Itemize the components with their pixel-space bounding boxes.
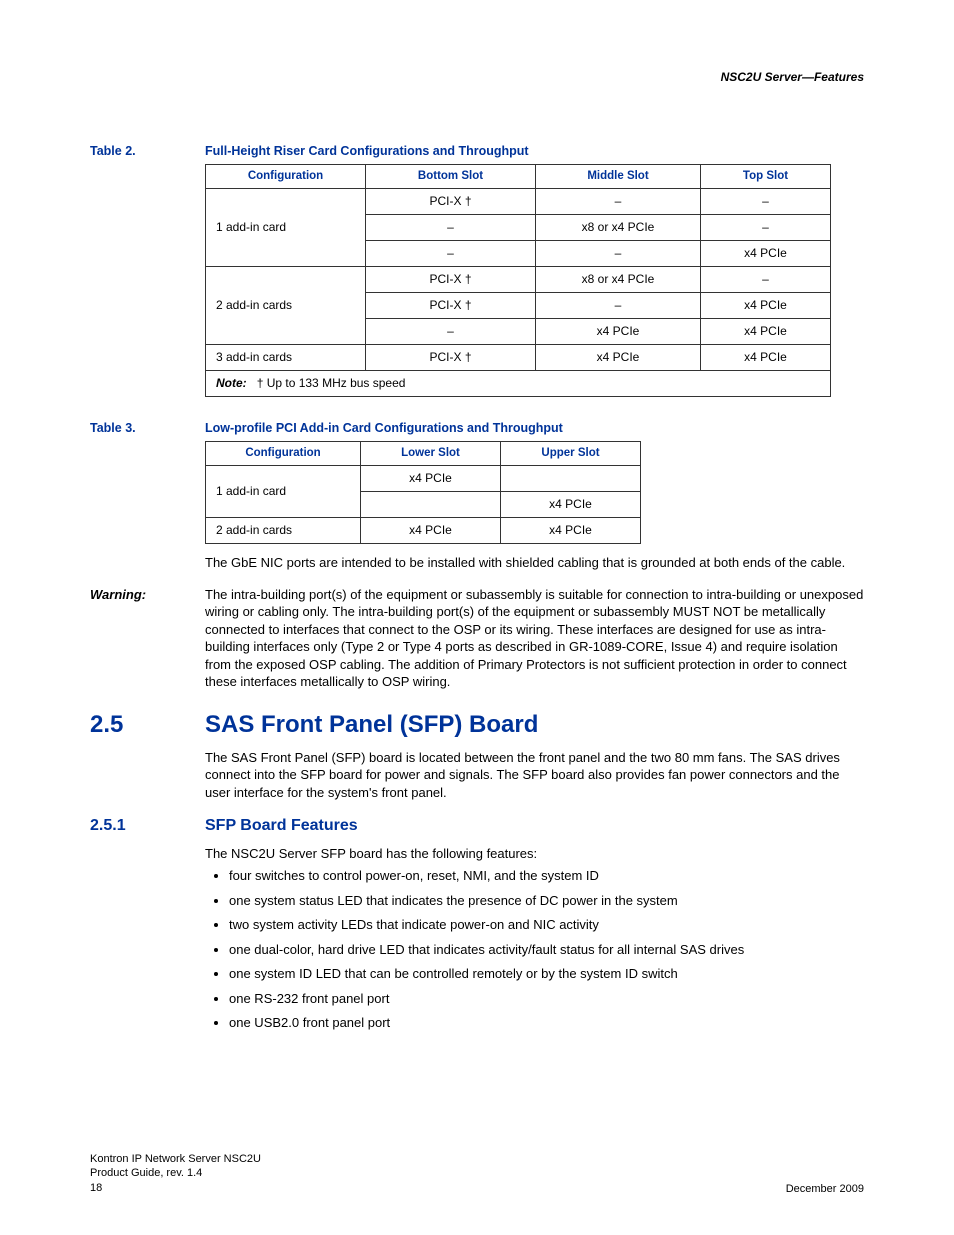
table2-note-label: Note: (216, 376, 247, 390)
table-cell: PCI-X † (366, 345, 536, 371)
footer-product: Kontron IP Network Server NSC2U (90, 1153, 261, 1165)
table-cell: – (366, 319, 536, 345)
list-item: one system status LED that indicates the… (229, 892, 864, 910)
warning-block: Warning: The intra-building port(s) of t… (90, 586, 864, 691)
footer-right: December 2009 (786, 1183, 864, 1195)
table2-header-3: Top Slot (701, 165, 831, 189)
list-item: two system activity LEDs that indicate p… (229, 916, 864, 934)
table-cell: x4 PCIe (701, 319, 831, 345)
page-footer: Kontron IP Network Server NSC2U Product … (90, 1152, 864, 1195)
subsection-heading: 2.5.1 SFP Board Features (90, 817, 864, 835)
table2-caption-label: Table 2. (90, 144, 205, 158)
table-row: 1 add-in card PCI-X † – – (206, 189, 831, 215)
table-cell: – (701, 267, 831, 293)
table-row: 2 add-in cards x4 PCIe x4 PCIe (206, 518, 641, 544)
table3-config-1: 2 add-in cards (206, 518, 361, 544)
table2-config-2: 3 add-in cards (206, 345, 366, 371)
table3-caption-label: Table 3. (90, 421, 205, 435)
subsection-intro: The NSC2U Server SFP board has the follo… (205, 845, 864, 863)
table2-config-0: 1 add-in card (206, 189, 366, 267)
table-cell (501, 466, 641, 492)
footer-guide: Product Guide, rev. 1.4 (90, 1167, 202, 1179)
table-row: 3 add-in cards PCI-X † x4 PCIe x4 PCIe (206, 345, 831, 371)
table2-caption: Table 2. Full-Height Riser Card Configur… (90, 144, 864, 158)
section-intro: The SAS Front Panel (SFP) board is locat… (205, 749, 864, 802)
table2-header-2: Middle Slot (536, 165, 701, 189)
table2-note-row: Note: † Up to 133 MHz bus speed (206, 371, 831, 397)
list-item: one USB2.0 front panel port (229, 1014, 864, 1032)
gbe-paragraph: The GbE NIC ports are intended to be ins… (205, 554, 864, 572)
table2-config-1: 2 add-in cards (206, 267, 366, 345)
list-item: one system ID LED that can be controlled… (229, 965, 864, 983)
table-cell: – (536, 189, 701, 215)
list-item: one dual-color, hard drive LED that indi… (229, 941, 864, 959)
subsection-title: SFP Board Features (205, 817, 358, 835)
table2-caption-title: Full-Height Riser Card Configurations an… (205, 144, 529, 158)
list-item: four switches to control power-on, reset… (229, 867, 864, 885)
footer-page-number: 18 (90, 1182, 102, 1194)
table-cell: PCI-X † (366, 267, 536, 293)
table2-header-1: Bottom Slot (366, 165, 536, 189)
footer-left: Kontron IP Network Server NSC2U Product … (90, 1152, 261, 1195)
table3-config-0: 1 add-in card (206, 466, 361, 518)
table-cell: x4 PCIe (701, 293, 831, 319)
table-cell: PCI-X † (366, 189, 536, 215)
table2-note: Note: † Up to 133 MHz bus speed (206, 371, 831, 397)
table-cell: x4 PCIe (361, 466, 501, 492)
table-cell: – (701, 215, 831, 241)
table-cell (361, 492, 501, 518)
table-cell: x4 PCIe (536, 345, 701, 371)
table-cell: x4 PCIe (701, 345, 831, 371)
table-cell: – (536, 293, 701, 319)
subsection-number: 2.5.1 (90, 817, 205, 835)
section-number: 2.5 (90, 711, 205, 739)
table-cell: – (366, 241, 536, 267)
warning-label: Warning: (90, 586, 205, 691)
table-cell: – (366, 215, 536, 241)
table-cell: x8 or x4 PCIe (536, 215, 701, 241)
table-cell: x4 PCIe (701, 241, 831, 267)
document-page: NSC2U Server—Features Table 2. Full-Heig… (0, 0, 954, 1235)
page-header-right: NSC2U Server—Features (90, 70, 864, 84)
table2: Configuration Bottom Slot Middle Slot To… (205, 164, 831, 397)
table-cell: – (701, 189, 831, 215)
table3-caption: Table 3. Low-profile PCI Add-in Card Con… (90, 421, 864, 435)
table-cell: x4 PCIe (361, 518, 501, 544)
table3-caption-title: Low-profile PCI Add-in Card Configuratio… (205, 421, 563, 435)
table2-note-text: † Up to 133 MHz bus speed (257, 376, 406, 390)
table-cell: x8 or x4 PCIe (536, 267, 701, 293)
table-cell: x4 PCIe (501, 518, 641, 544)
table3-header-2: Upper Slot (501, 442, 641, 466)
table3-header-0: Configuration (206, 442, 361, 466)
table-cell: PCI-X † (366, 293, 536, 319)
table-cell: – (536, 241, 701, 267)
list-item: one RS-232 front panel port (229, 990, 864, 1008)
table-cell: x4 PCIe (501, 492, 641, 518)
warning-text: The intra-building port(s) of the equipm… (205, 586, 864, 691)
table-row: 1 add-in card x4 PCIe (206, 466, 641, 492)
table3-header-row: Configuration Lower Slot Upper Slot (206, 442, 641, 466)
feature-list: four switches to control power-on, reset… (205, 867, 864, 1032)
table-cell: x4 PCIe (536, 319, 701, 345)
table3-header-1: Lower Slot (361, 442, 501, 466)
table3: Configuration Lower Slot Upper Slot 1 ad… (205, 441, 641, 544)
table-row: 2 add-in cards PCI-X † x8 or x4 PCIe – (206, 267, 831, 293)
section-heading: 2.5 SAS Front Panel (SFP) Board (90, 711, 864, 739)
section-title: SAS Front Panel (SFP) Board (205, 711, 538, 739)
table2-header-row: Configuration Bottom Slot Middle Slot To… (206, 165, 831, 189)
table2-header-0: Configuration (206, 165, 366, 189)
